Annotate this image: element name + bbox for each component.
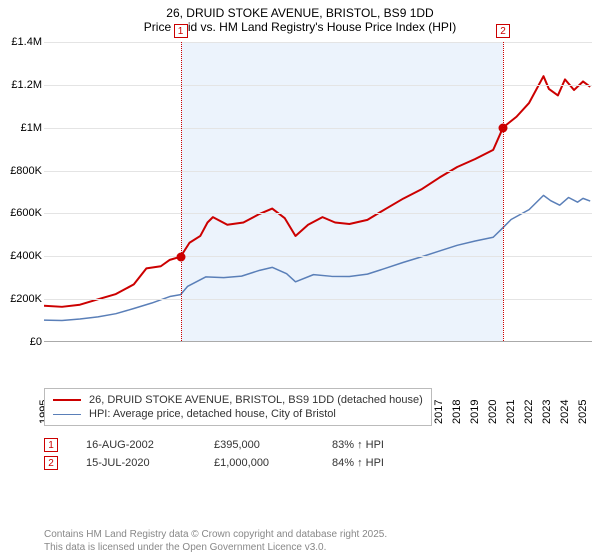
- chart-container: 12 £0£200K£400K£600K£800K£1M£1.2M£1.4M19…: [0, 38, 600, 380]
- y-axis-label: £0: [0, 336, 42, 348]
- line-layer: [44, 42, 592, 341]
- sale-price: £1,000,000: [214, 457, 304, 469]
- reference-vline: [503, 42, 504, 341]
- sale-row: 2 15-JUL-2020 £1,000,000 84% ↑ HPI: [44, 454, 592, 472]
- gridline-h: [44, 256, 592, 257]
- y-axis-label: £800K: [0, 165, 42, 177]
- gridline-h: [44, 213, 592, 214]
- gridline-h: [44, 128, 592, 129]
- legend-label: 26, DRUID STOKE AVENUE, BRISTOL, BS9 1DD…: [89, 394, 423, 406]
- footer-line-1: Contains HM Land Registry data © Crown c…: [44, 528, 592, 541]
- legend-box: 26, DRUID STOKE AVENUE, BRISTOL, BS9 1DD…: [44, 388, 432, 426]
- reference-vline: [181, 42, 182, 341]
- legend-swatch: [53, 414, 81, 415]
- y-axis-label: £1.2M: [0, 79, 42, 91]
- sale-vs-hpi: 84% ↑ HPI: [332, 457, 422, 469]
- gridline-h: [44, 299, 592, 300]
- legend-label: HPI: Average price, detached house, City…: [89, 408, 336, 420]
- sale-vs-hpi: 83% ↑ HPI: [332, 439, 422, 451]
- gridline-h: [44, 171, 592, 172]
- sale-date: 15-JUL-2020: [86, 457, 186, 469]
- legend-row: HPI: Average price, detached house, City…: [53, 407, 423, 421]
- reference-marker-2: 2: [496, 24, 510, 38]
- legend-and-table: 26, DRUID STOKE AVENUE, BRISTOL, BS9 1DD…: [44, 388, 592, 472]
- footer-line-2: This data is licensed under the Open Gov…: [44, 541, 592, 554]
- sale-point-2: [499, 123, 508, 132]
- sale-date: 16-AUG-2002: [86, 439, 186, 451]
- gridline-h: [44, 85, 592, 86]
- y-axis-label: £600K: [0, 207, 42, 219]
- sale-price: £395,000: [214, 439, 304, 451]
- legend-row: 26, DRUID STOKE AVENUE, BRISTOL, BS9 1DD…: [53, 393, 423, 407]
- sale-point-1: [176, 253, 185, 262]
- y-axis-label: £1.4M: [0, 36, 42, 48]
- attribution-footer: Contains HM Land Registry data © Crown c…: [44, 528, 592, 554]
- gridline-h: [44, 42, 592, 43]
- y-axis-label: £200K: [0, 293, 42, 305]
- sale-marker-icon: 1: [44, 438, 58, 452]
- sale-marker-icon: 2: [44, 456, 58, 470]
- plot-area: 12: [44, 42, 592, 342]
- series-line-0: [44, 76, 590, 307]
- y-axis-label: £400K: [0, 250, 42, 262]
- title-line-1: 26, DRUID STOKE AVENUE, BRISTOL, BS9 1DD: [0, 6, 600, 20]
- sales-table: 1 16-AUG-2002 £395,000 83% ↑ HPI 2 15-JUL-202…: [44, 436, 592, 472]
- sale-row: 1 16-AUG-2002 £395,000 83% ↑ HPI: [44, 436, 592, 454]
- y-axis-label: £1M: [0, 122, 42, 134]
- legend-swatch: [53, 399, 81, 401]
- reference-marker-1: 1: [174, 24, 188, 38]
